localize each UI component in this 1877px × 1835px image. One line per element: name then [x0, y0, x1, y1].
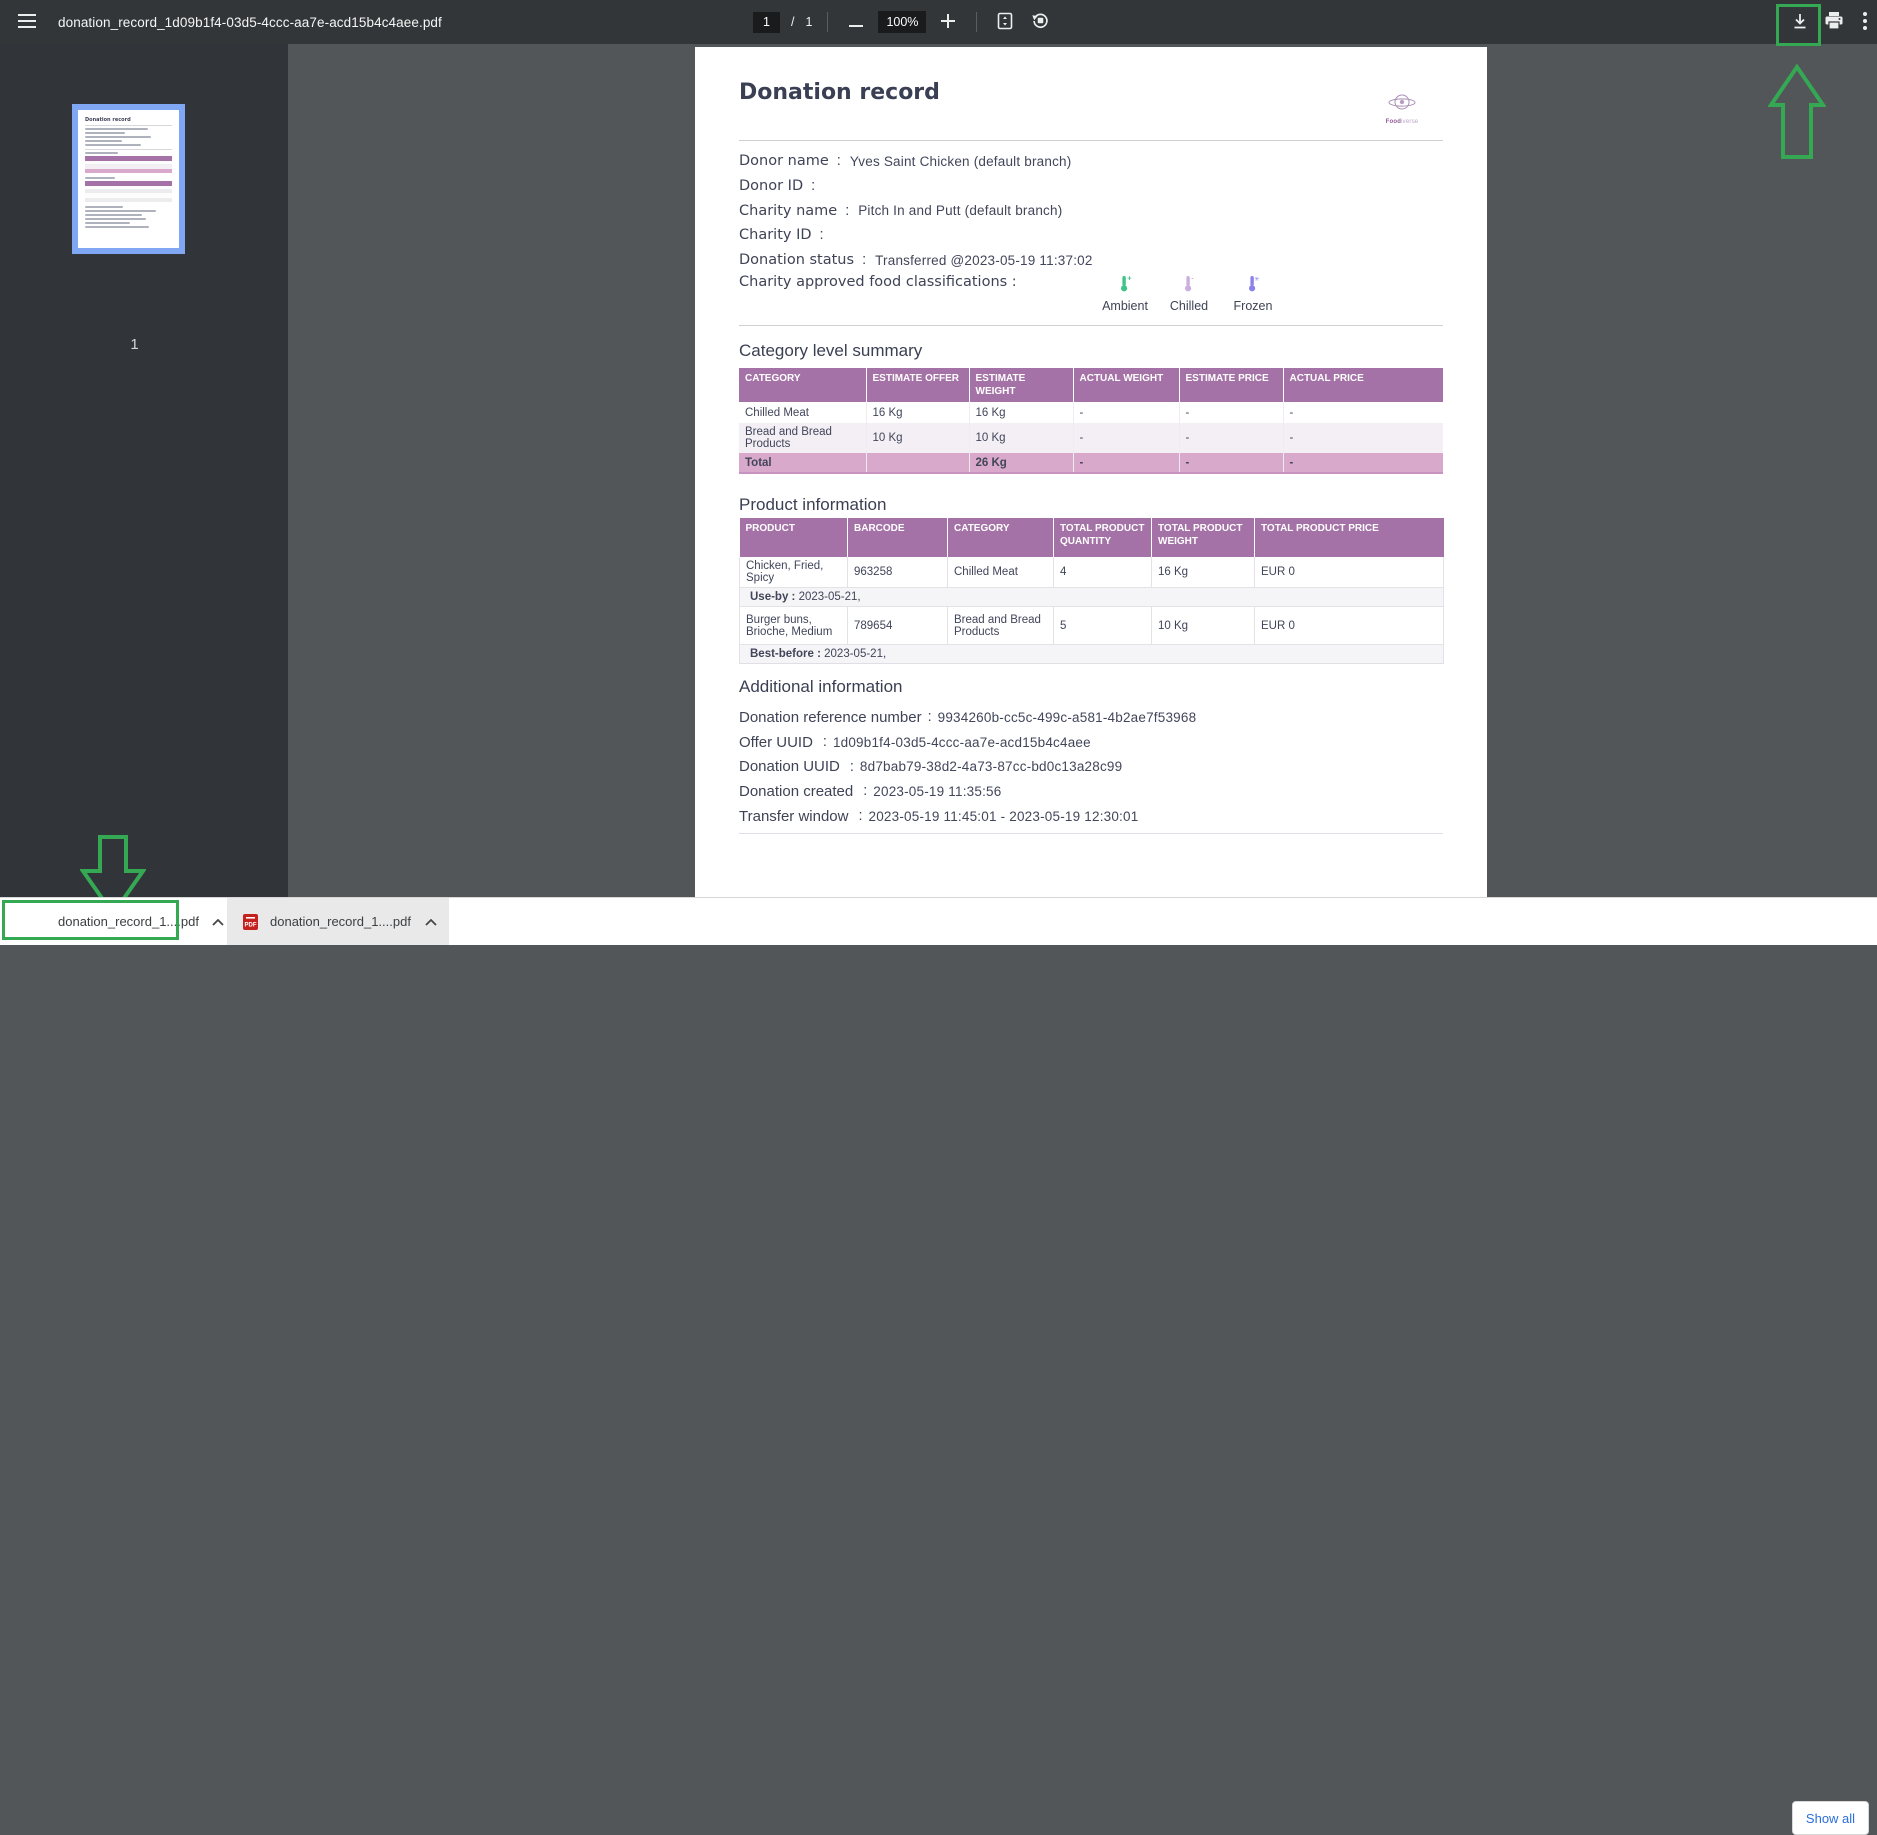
classification-chilled: - Chilled — [1169, 274, 1209, 313]
page-number-input[interactable] — [753, 11, 780, 33]
divider — [739, 663, 1443, 664]
info-row-charity-id: Charity ID: — [739, 227, 824, 244]
download-item-1[interactable]: PDF donation_record_1....pdf — [0, 898, 224, 945]
food-classifications-row: Charity approved food classifications : … — [739, 273, 1443, 319]
svg-text:+: + — [1127, 275, 1132, 283]
info-row-reference-number: Donation reference number: 9934260b-cc5c… — [739, 708, 1197, 726]
download-filename: donation_record_1....pdf — [270, 914, 411, 929]
thumbnail-sidebar: Donation record 1 — [0, 44, 288, 917]
pdf-page: Donation record Foodiverse Donor name: Y… — [695, 47, 1487, 897]
brand-logo-text: Foodiverse — [1385, 119, 1419, 125]
table-row: Chicken, Fried, Spicy 963258 Chilled Meat 4… — [739, 557, 1444, 588]
fit-page-icon — [996, 12, 1014, 33]
svg-text:PDF: PDF — [245, 922, 257, 928]
download-button[interactable] — [1787, 6, 1813, 38]
download-icon — [1791, 12, 1809, 33]
downloads-bar: PDF donation_record_1....pdf PDF donatio… — [0, 897, 1877, 1835]
svg-text:✳: ✳ — [1254, 276, 1259, 283]
classifications-label: Charity approved food classifications : — [739, 274, 1017, 290]
divider — [739, 325, 1443, 326]
thumbnail-page-number: 1 — [130, 336, 139, 353]
table-row: Burger buns, Brioche, Medium 789654 Bread … — [739, 606, 1444, 645]
divider — [739, 140, 1443, 141]
zoom-in-button[interactable] — [935, 6, 961, 38]
pdf-viewer-canvas[interactable]: Donation record Foodiverse Donor name: Y… — [288, 44, 1877, 897]
document-filename: donation_record_1d09b1f4-03d5-4ccc-aa7e-… — [58, 14, 442, 30]
table-header-row: CATEGORY ESTIMATE OFFER ESTIMATE WEIGHT … — [739, 368, 1443, 402]
pdf-toolbar: donation_record_1d09b1f4-03d5-4ccc-aa7e-… — [0, 0, 1877, 44]
page-count: 1 — [805, 15, 813, 29]
zoom-level[interactable]: 100% — [878, 11, 927, 33]
info-row-donor-id: Donor ID: — [739, 178, 816, 195]
classification-frozen: ✳ Frozen — [1233, 276, 1273, 313]
menu-button[interactable] — [14, 6, 40, 38]
page-thumbnail-preview: Donation record — [72, 104, 185, 254]
info-row-donation-created: Donation created: 2023-05-19 11:35:56 — [739, 782, 1002, 800]
fit-to-page-button[interactable] — [992, 6, 1018, 38]
product-information-heading: Product information — [739, 495, 887, 514]
table-row: Chilled Meat 16 Kg 16 Kg - - - — [739, 402, 1443, 423]
plus-icon — [941, 13, 956, 31]
page-thumbnail[interactable]: Donation record 1 — [72, 104, 185, 353]
category-summary-table: CATEGORY ESTIMATE OFFER ESTIMATE WEIGHT … — [739, 368, 1443, 474]
toolbar-divider — [976, 12, 978, 32]
download-filename: donation_record_1....pdf — [58, 914, 199, 929]
additional-information-heading: Additional information — [739, 677, 903, 696]
classification-ambient: + Ambient — [1102, 274, 1148, 313]
info-row-donation-status: Donation status: Transferred @2023-05-19… — [739, 252, 1093, 269]
brand-logo: Foodiverse — [1377, 92, 1427, 125]
info-row-transfer-window: Transfer window: 2023-05-19 11:45:01 - 2… — [739, 807, 1139, 825]
svg-text:-: - — [1191, 275, 1194, 283]
table-note-row: Use-by : 2023-05-21, — [739, 587, 1444, 607]
print-button[interactable] — [1821, 6, 1847, 38]
info-row-donation-uuid: Donation UUID: 8d7bab79-38d2-4a73-87cc-b… — [739, 758, 1123, 776]
info-row-charity-name: Charity name: Pitch In and Putt (default… — [739, 202, 1063, 219]
product-information-table: PRODUCT BARCODE CATEGORY TOTAL PRODUCT Q… — [739, 518, 1444, 664]
thermometer-snowflake-icon: ✳ — [1249, 276, 1259, 292]
category-summary-heading: Category level summary — [739, 341, 923, 360]
planet-logo-icon — [1388, 94, 1416, 110]
download-menu-button[interactable] — [423, 912, 439, 931]
info-row-offer-uuid: Offer UUID: 1d09b1f4-03d5-4ccc-aa7e-acd1… — [739, 733, 1091, 751]
donation-info-list: Donor name: Yves Saint Chicken (default … — [739, 149, 1093, 272]
three-dot-menu-icon — [1863, 11, 1867, 33]
download-item-2[interactable]: PDF donation_record_1....pdf — [227, 898, 449, 945]
table-total-row: Total 26 Kg - - - — [739, 453, 1443, 474]
thermometer-plus-icon: + — [1121, 274, 1132, 292]
rotate-button[interactable] — [1027, 6, 1053, 38]
chevron-up-icon — [212, 914, 224, 929]
thumbnail-title-text: Donation record — [85, 117, 131, 123]
rotate-icon — [1031, 11, 1050, 33]
hamburger-icon — [18, 13, 36, 31]
more-options-button[interactable] — [1855, 6, 1875, 38]
thermometer-minus-icon: - — [1185, 274, 1194, 292]
pdf-file-icon: PDF — [243, 913, 258, 930]
show-all-downloads-button[interactable]: Show all — [1792, 1801, 1869, 1835]
toolbar-divider — [827, 12, 829, 32]
table-header-row: PRODUCT BARCODE CATEGORY TOTAL PRODUCT Q… — [739, 518, 1444, 557]
chevron-up-icon — [425, 914, 437, 929]
zoom-out-button[interactable] — [843, 6, 869, 38]
page-separator: / — [791, 15, 795, 29]
info-row-donor-name: Donor name: Yves Saint Chicken (default … — [739, 153, 1072, 170]
table-note-row: Best-before : 2023-05-21, — [739, 644, 1444, 664]
minus-icon — [849, 15, 864, 30]
page-title: Donation record — [739, 80, 940, 105]
print-icon — [1824, 11, 1844, 33]
additional-information-list: Donation reference number: 9934260b-cc5c… — [739, 705, 1196, 828]
divider — [739, 833, 1443, 834]
table-row: Bread and Bread Products 10 Kg 10 Kg - - - — [739, 423, 1443, 453]
download-menu-button[interactable] — [210, 912, 226, 931]
